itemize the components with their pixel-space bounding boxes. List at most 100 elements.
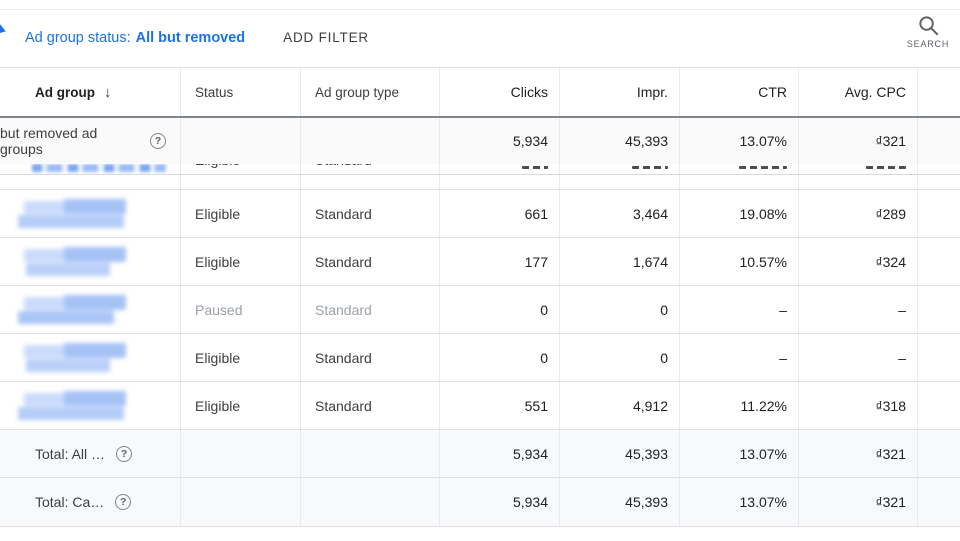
clipped-number-fragment: [522, 166, 548, 169]
impr-cell: 3,464: [560, 190, 680, 237]
filter-value: All but removed: [135, 29, 246, 46]
status-cell: Eligible: [181, 190, 301, 237]
filter-label: Ad group status:: [25, 29, 131, 46]
column-header-ctr[interactable]: CTR: [680, 68, 799, 116]
table-row: Eligible Standard 551 4,912 11.22% ₫318: [0, 382, 960, 430]
total-extra-cell: [918, 430, 960, 477]
total-extra-cell: [918, 478, 960, 526]
blurred-ad-group-name: [18, 390, 148, 422]
cpc-cell: –: [799, 334, 918, 381]
blurred-ad-group-name: [18, 246, 148, 278]
search-icon: [918, 16, 938, 36]
clicks-cell: 0: [440, 286, 560, 333]
column-header-label: Ad group type: [315, 84, 400, 100]
clipped-extra-cell: [918, 164, 960, 189]
summary-cpc: ₫321: [799, 118, 918, 164]
column-header-label: Status: [195, 84, 234, 100]
ad-group-name-cell[interactable]: [0, 286, 181, 333]
filter-arrow-fragment-icon: [0, 22, 8, 38]
summary-impr: 45,393: [560, 118, 680, 164]
impr-cell: 1,674: [560, 238, 680, 285]
total-ctr: 13.07%: [680, 430, 799, 477]
total-ctr: 13.07%: [680, 478, 799, 526]
blurred-ad-group-name: [18, 198, 148, 230]
column-header-extra: [918, 68, 960, 116]
total-type-cell: [301, 430, 440, 477]
blurred-ad-group-name: [18, 342, 148, 374]
total-row-campaign: Total: Ca… ? 5,934 45,393 13.07% ₫321: [0, 478, 960, 527]
total-label-cell: Total: All … ?: [0, 430, 181, 477]
ad-group-name-cell[interactable]: [0, 382, 181, 429]
help-icon[interactable]: ?: [116, 445, 133, 462]
search-button[interactable]: SEARCH: [900, 14, 956, 49]
column-header-ad-group[interactable]: Ad group ↓: [0, 68, 181, 116]
impr-cell: 4,912: [560, 382, 680, 429]
column-header-avg-cpc[interactable]: Avg. CPC: [799, 68, 918, 116]
clicks-cell: 0: [440, 334, 560, 381]
clipped-ctr-cell: [680, 164, 799, 189]
column-header-label: Clicks: [510, 84, 548, 100]
extra-cell: [918, 334, 960, 381]
clipped-ad-group-cell[interactable]: [0, 164, 181, 189]
summary-status-cell: [181, 118, 301, 164]
summary-row: but removed ad groups ? 5,934 45,393 13.…: [0, 118, 960, 164]
clipped-impr-cell: [560, 164, 680, 189]
column-header-ad-group-type[interactable]: Ad group type: [301, 68, 440, 116]
ad-group-name-cell[interactable]: [0, 238, 181, 285]
sort-descending-icon[interactable]: ↓: [104, 83, 112, 101]
type-cell: Standard: [301, 382, 440, 429]
clipped-number-fragment: [866, 166, 906, 169]
column-header-impr[interactable]: Impr.: [560, 68, 680, 116]
top-divider: [0, 9, 960, 10]
status-cell: Eligible: [181, 334, 301, 381]
column-header-label: CTR: [758, 84, 787, 100]
help-icon[interactable]: ?: [150, 133, 166, 149]
clipped-clicks-cell: [440, 164, 560, 189]
column-header-clicks[interactable]: Clicks: [440, 68, 560, 116]
ctr-cell: –: [680, 334, 799, 381]
extra-cell: [918, 238, 960, 285]
add-filter-button[interactable]: ADD FILTER: [283, 30, 369, 45]
clicks-cell: 661: [440, 190, 560, 237]
clicks-cell: 551: [440, 382, 560, 429]
column-header-label: Ad group: [35, 84, 95, 100]
summary-clicks: 5,934: [440, 118, 560, 164]
total-row-all: Total: All … ? 5,934 45,393 13.07% ₫321: [0, 430, 960, 478]
status-cell: Eligible: [181, 382, 301, 429]
column-header-status[interactable]: Status: [181, 68, 301, 116]
cpc-cell: ₫289: [799, 190, 918, 237]
clipped-type-text: Standard: [315, 164, 372, 168]
ad-group-name-cell[interactable]: [0, 334, 181, 381]
total-status-cell: [181, 430, 301, 477]
table-row: Eligible Standard 177 1,674 10.57% ₫324: [0, 238, 960, 286]
extra-cell: [918, 382, 960, 429]
summary-type-cell: [301, 118, 440, 164]
search-label: SEARCH: [906, 39, 950, 49]
table-header-row: Ad group ↓ Status Ad group type Clicks I…: [0, 67, 960, 118]
table-row: Paused Standard 0 0 – –: [0, 286, 960, 334]
ctr-cell: –: [680, 286, 799, 333]
total-label: Total: Ca…: [35, 494, 105, 510]
total-clicks: 5,934: [440, 430, 560, 477]
ad-group-status-filter-chip[interactable]: Ad group status: All but removed: [25, 30, 245, 46]
impr-cell: 0: [560, 334, 680, 381]
summary-label-cell: but removed ad groups ?: [0, 118, 181, 164]
extra-cell: [918, 286, 960, 333]
summary-label: but removed ad groups: [0, 125, 98, 157]
type-cell: Standard: [301, 334, 440, 381]
total-cpc: ₫321: [799, 430, 918, 477]
type-cell: Standard: [301, 238, 440, 285]
clipped-cpc-cell: [799, 164, 918, 189]
total-type-cell: [301, 478, 440, 526]
total-impr: 45,393: [560, 478, 680, 526]
clipped-status-cell: Eligible: [181, 164, 301, 189]
type-cell: Standard: [301, 190, 440, 237]
total-clicks: 5,934: [440, 478, 560, 526]
clipped-status-text: Eligible: [195, 164, 240, 168]
total-label-cell: Total: Ca… ?: [0, 478, 181, 526]
table-row: Eligible Standard 661 3,464 19.08% ₫289: [0, 190, 960, 238]
ad-group-name-cell[interactable]: [0, 190, 181, 237]
clicks-cell: 177: [440, 238, 560, 285]
help-icon[interactable]: ?: [115, 494, 132, 510]
